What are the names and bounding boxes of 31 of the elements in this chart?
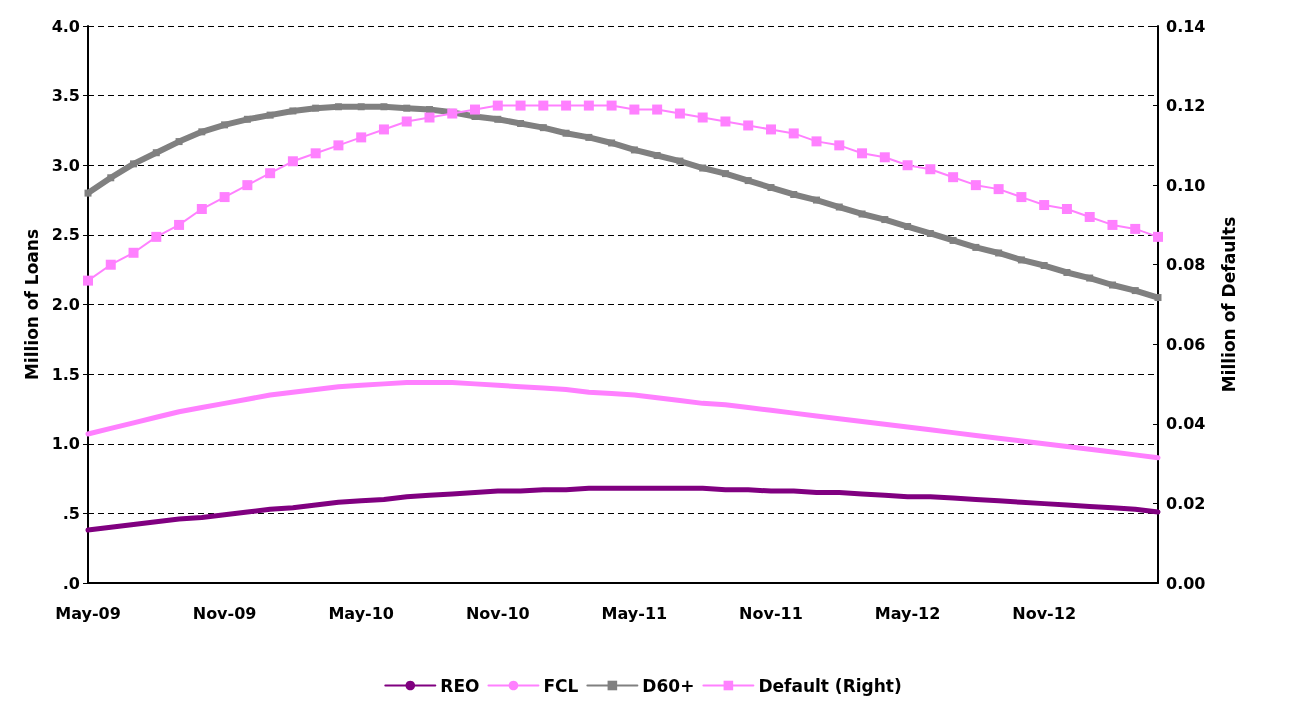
legend-label: D60+	[642, 675, 695, 696]
y-tick-label: 1.5	[51, 364, 80, 384]
y2-axis-title: Million of Defaults	[1218, 216, 1239, 393]
y-tick-label: 2.5	[51, 225, 80, 245]
x-tick-label: Nov-09	[192, 603, 257, 623]
x-tick-label: May-11	[601, 603, 668, 623]
y2-tick-label: 0.04	[1166, 414, 1206, 434]
y2-tick-label: 0.06	[1166, 334, 1206, 354]
x-tick-label: May-12	[874, 603, 941, 623]
y-tick-label: 3.0	[51, 155, 80, 175]
y-tick-label: 1.0	[51, 434, 80, 454]
y2-tick-label: 0.02	[1166, 493, 1206, 513]
x-tick-label: Nov-12	[1012, 603, 1077, 623]
y-tick-label: .0	[62, 573, 80, 593]
y-tick-label: 3.5	[51, 86, 80, 106]
y2-tick-label: 0.10	[1166, 175, 1206, 195]
x-tick-label: Nov-10	[465, 603, 530, 623]
legend-label: REO	[440, 675, 480, 696]
y-tick-label: 4.0	[51, 16, 80, 36]
x-tick-label: May-10	[328, 603, 394, 623]
y2-tick-label: 0.12	[1166, 96, 1206, 116]
y2-tick-label: 0.00	[1166, 573, 1206, 593]
y-tick-label: .5	[62, 503, 80, 523]
y-axis-title: Million of Loans	[21, 228, 42, 381]
x-tick-label: May-09	[55, 603, 121, 623]
legend-label: Default (Right)	[758, 675, 902, 696]
x-tick-label: Nov-11	[739, 603, 803, 623]
legend-label: FCL	[543, 675, 579, 696]
y2-tick-label: 0.14	[1166, 16, 1206, 36]
y-tick-label: 2.0	[51, 295, 80, 314]
y2-tick-label: 0.08	[1166, 255, 1206, 275]
